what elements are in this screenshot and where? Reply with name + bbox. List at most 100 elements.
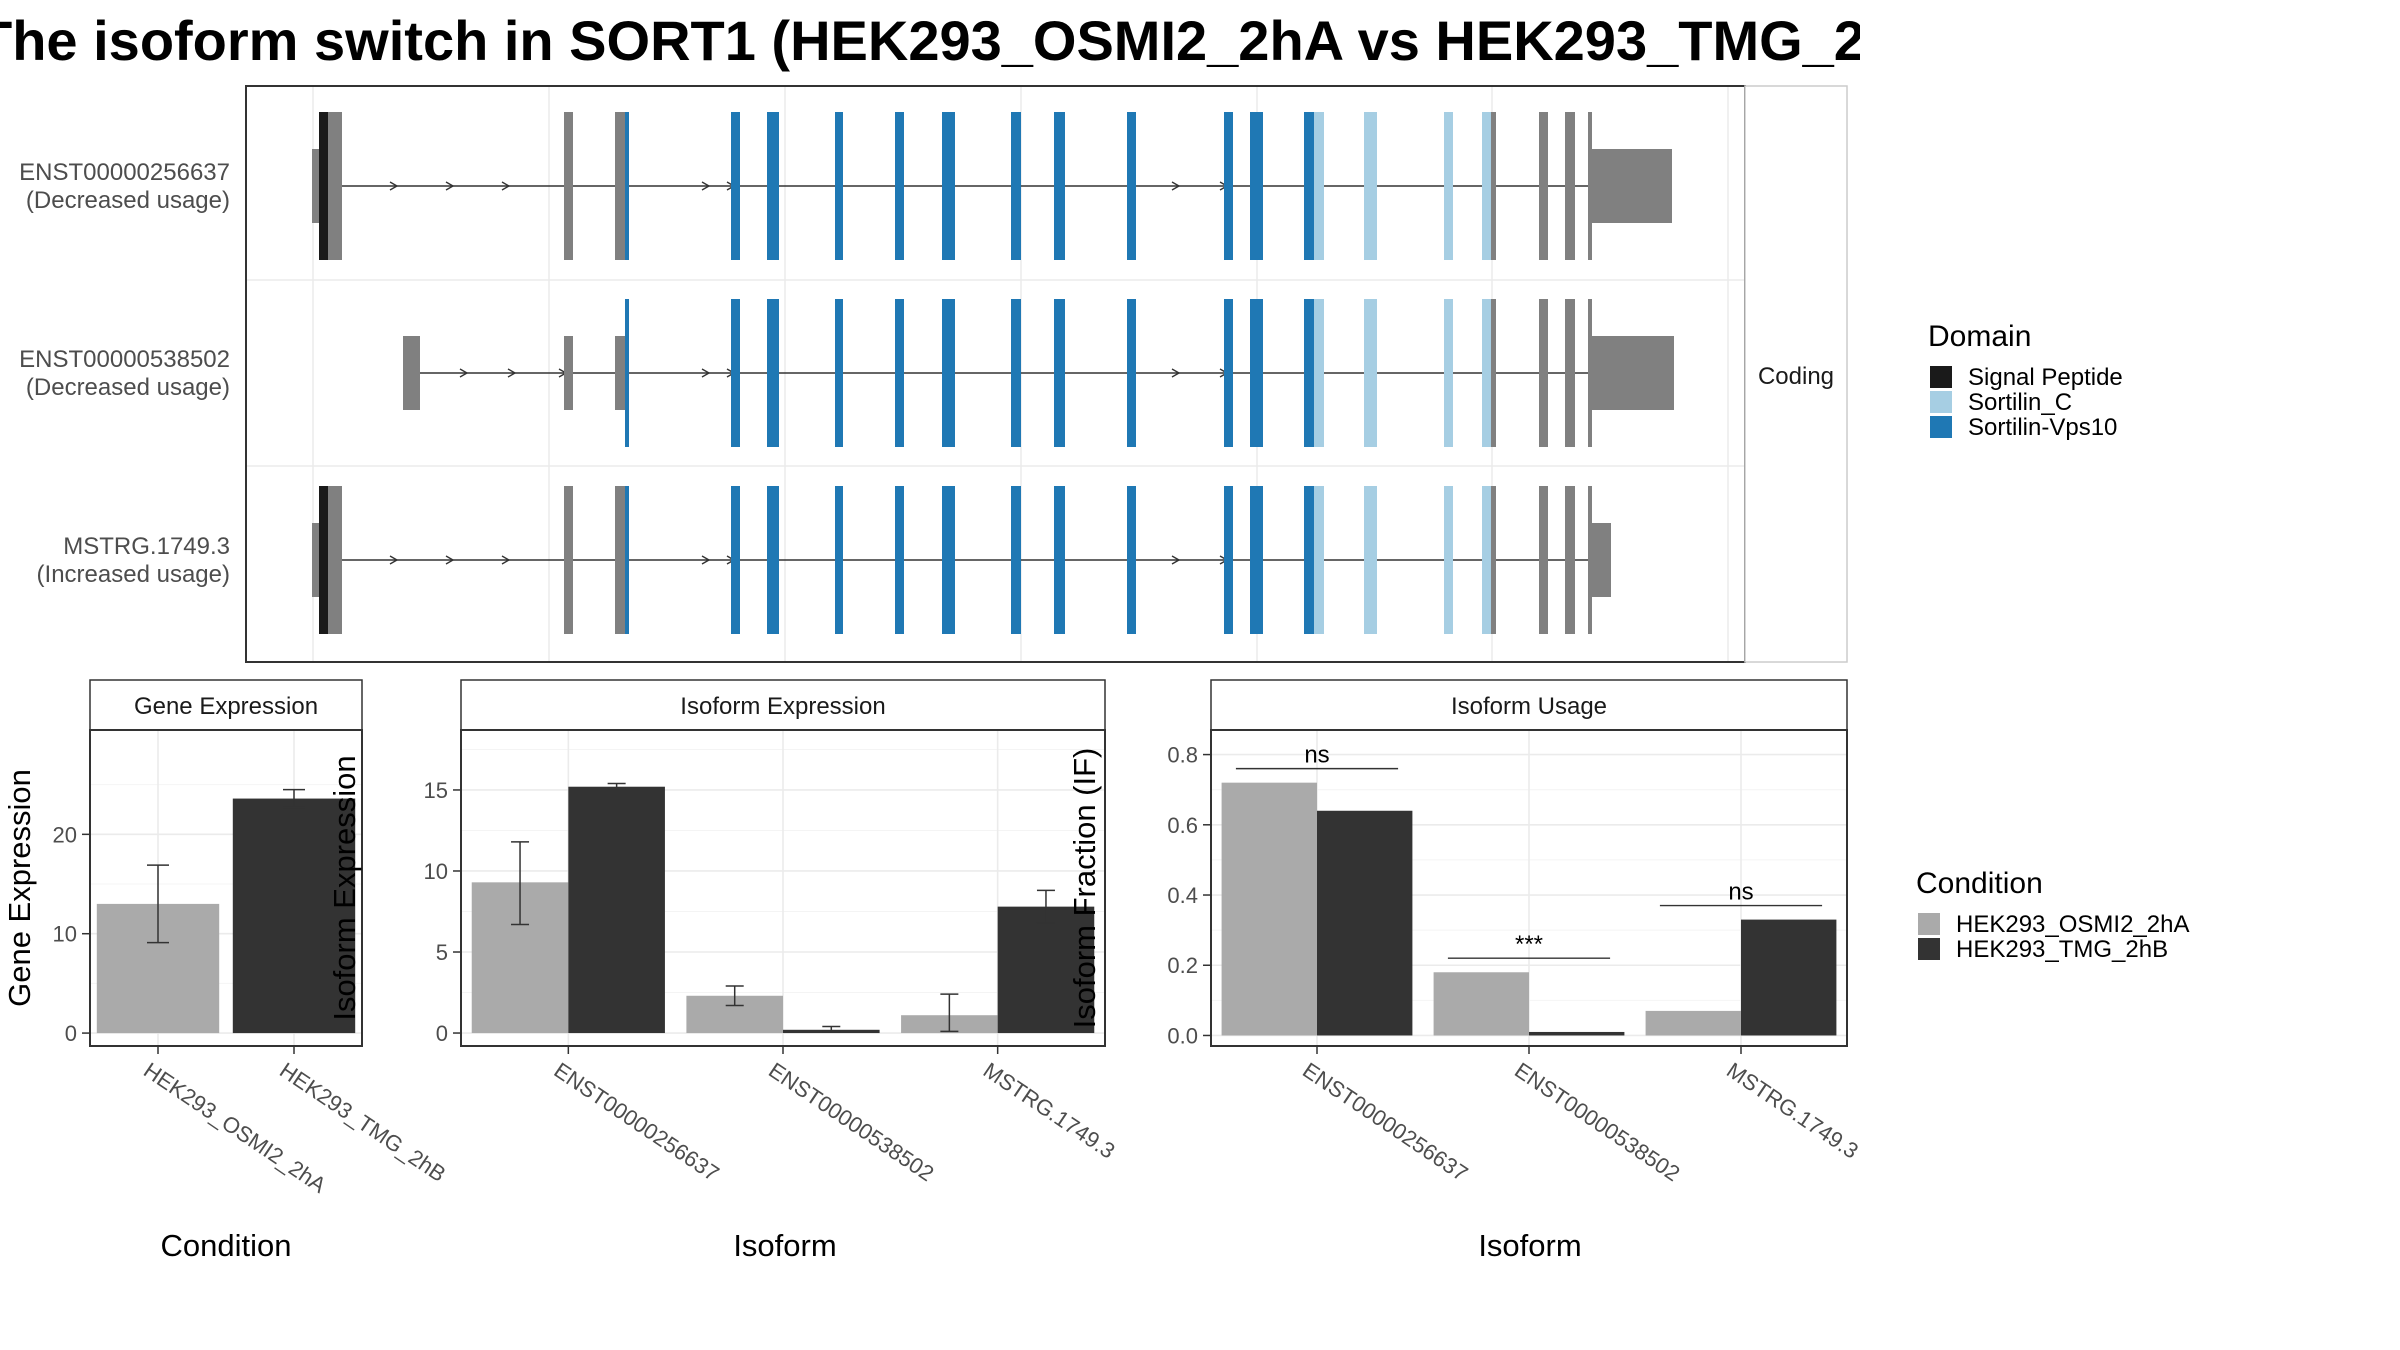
- sortilin-vps10-domain: [1250, 299, 1263, 447]
- y-tick-label: 0: [436, 1021, 448, 1046]
- sortilin-vps10-domain: [1011, 486, 1021, 634]
- condition-legend-swatch: [1918, 913, 1940, 935]
- intron-arrow: [1171, 368, 1181, 378]
- domain-legend-label: Sortilin_C: [1968, 389, 2072, 416]
- bar: [568, 786, 665, 1034]
- domain-legend-label: Signal Peptide: [1968, 364, 2123, 391]
- exon: [1491, 486, 1496, 634]
- exon: [615, 112, 625, 260]
- sortilin-c-domain: [1444, 486, 1453, 634]
- exon: [564, 336, 573, 410]
- figure-title: The isoform switch in SORT1 (HEK293_OSMI…: [0, 9, 1860, 72]
- sortilin-c-domain: [1482, 112, 1491, 260]
- exon: [564, 486, 573, 634]
- exon-utr-3prime: [1592, 523, 1611, 597]
- sortilin-vps10-domain: [1054, 112, 1065, 260]
- x-axis-title: Isoform: [733, 1228, 836, 1263]
- panel-strip-title: Gene Expression: [134, 693, 318, 720]
- y-tick-label: 0.4: [1167, 883, 1198, 908]
- sortilin-vps10-domain: [942, 299, 955, 447]
- signal-peptide-domain: [319, 486, 328, 634]
- sortilin-vps10-domain: [1304, 299, 1314, 447]
- condition-legend-swatch: [1918, 938, 1940, 960]
- condition-legend-label: HEK293_OSMI2_2hA: [1956, 911, 2189, 938]
- y-tick-label: 0.8: [1167, 743, 1198, 768]
- panel-border: [89, 729, 363, 1047]
- sortilin-c-domain: [1482, 299, 1491, 447]
- transcript-tracks: [312, 112, 1674, 634]
- transcript-id-label: ENST00000538502: [19, 346, 230, 373]
- exon-utr-3prime: [1592, 336, 1674, 410]
- sortilin-vps10-domain: [767, 299, 779, 447]
- transcript-usage-label: (Decreased usage): [26, 187, 230, 214]
- domain-legend: Domain Signal PeptideSortilin_CSortilin-…: [1928, 320, 2123, 441]
- sortilin-vps10-domain: [1224, 299, 1233, 447]
- sortilin-vps10-domain: [1054, 299, 1065, 447]
- x-tick-label: ENST00000256637: [550, 1057, 724, 1186]
- transcript-panel-background: [246, 86, 1745, 662]
- sortilin-vps10-domain: [731, 299, 740, 447]
- sortilin-vps10-domain: [731, 486, 740, 634]
- intron-arrow: [501, 555, 511, 565]
- sortilin-vps10-domain: [625, 486, 629, 634]
- transcript-id-label: MSTRG.1749.3: [63, 533, 230, 560]
- sortilin-c-domain: [1364, 486, 1377, 634]
- sortilin-vps10-domain: [895, 112, 904, 260]
- sortilin-c-domain: [1314, 299, 1324, 447]
- y-tick-label: 0: [65, 1021, 77, 1046]
- y-tick-label: 20: [53, 822, 77, 847]
- intron-arrow: [701, 555, 711, 565]
- x-axis-title: Condition: [161, 1228, 292, 1263]
- panel-strip: [1210, 679, 1848, 731]
- transcript-usage-label: (Decreased usage): [26, 374, 230, 401]
- sortilin-c-domain: [1444, 112, 1453, 260]
- sortilin-c-domain: [1444, 299, 1453, 447]
- x-tick-label: ENST00000538502: [1510, 1057, 1684, 1186]
- sortilin-vps10-domain: [1054, 486, 1065, 634]
- intron-arrow: [389, 181, 399, 191]
- exon: [1588, 112, 1592, 260]
- sortilin-c-domain: [1314, 486, 1324, 634]
- sortilin-vps10-domain: [1011, 112, 1021, 260]
- intron-arrow: [459, 368, 469, 378]
- intron-arrow: [1171, 181, 1181, 191]
- sortilin-vps10-domain: [1304, 486, 1314, 634]
- bar-panels: Gene Expression01020HEK293_OSMI2_2hAHEK2…: [2, 679, 1863, 1263]
- transcript-panel: Coding ENST00000256637(Decreased usage)E…: [19, 85, 1848, 663]
- exon: [1565, 112, 1575, 260]
- x-tick-label: MSTRG.1749.3: [979, 1057, 1120, 1163]
- sortilin-vps10-domain: [767, 486, 779, 634]
- sortilin-c-domain: [1364, 299, 1377, 447]
- sortilin-c-domain: [1482, 486, 1491, 634]
- intron-arrow: [507, 368, 517, 378]
- exon: [1491, 299, 1496, 447]
- bar: [1317, 810, 1413, 1036]
- y-tick-label: 15: [424, 778, 448, 803]
- intron-arrow: [445, 555, 455, 565]
- significance-label: ns: [1728, 879, 1753, 906]
- exon: [615, 486, 625, 634]
- transcript-track-1: [312, 112, 1672, 260]
- exon: [403, 336, 420, 410]
- sortilin-vps10-domain: [731, 112, 740, 260]
- significance-label: ns: [1304, 742, 1329, 769]
- significance-label: ***: [1515, 931, 1543, 958]
- sortilin-vps10-domain: [1250, 486, 1263, 634]
- sortilin-vps10-domain: [835, 299, 843, 447]
- sortilin-c-domain: [1314, 112, 1324, 260]
- transcript-track-3: [312, 486, 1611, 634]
- bar: [1433, 972, 1529, 1036]
- sortilin-vps10-domain: [835, 486, 843, 634]
- intron-arrow: [501, 181, 511, 191]
- exon: [1539, 112, 1548, 260]
- y-axis-title: Isoform Fraction (IF): [1067, 748, 1102, 1029]
- sortilin-vps10-domain: [1011, 299, 1021, 447]
- sortilin-c-domain: [1364, 112, 1377, 260]
- bar: [1645, 1010, 1741, 1036]
- y-tick-label: 5: [436, 940, 448, 965]
- y-tick-label: 0.6: [1167, 813, 1198, 838]
- bar-panel-1: Gene Expression01020HEK293_OSMI2_2hAHEK2…: [2, 679, 450, 1263]
- y-axis-title: Gene Expression: [2, 769, 37, 1007]
- sortilin-vps10-domain: [1224, 112, 1233, 260]
- exon: [1565, 486, 1575, 634]
